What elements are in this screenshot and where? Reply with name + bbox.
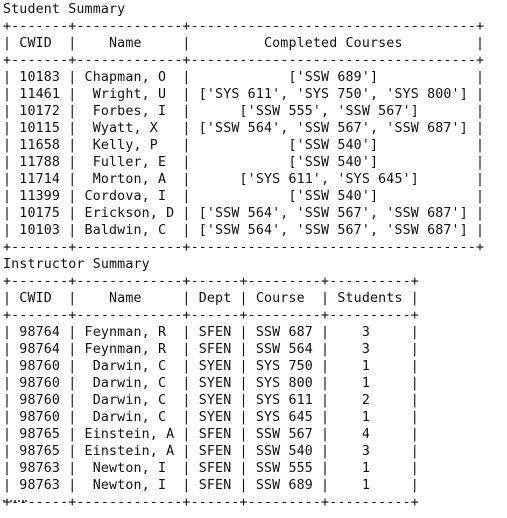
table-row: | 10172 | Forbes, I | ['SSW 555', 'SSW 5… xyxy=(3,104,485,119)
table-row: | 98760 | Darwin, C | SYEN | SYS 645 | 1… xyxy=(3,410,419,425)
student-summary-title: Student Summary xyxy=(3,2,126,17)
table-row: | 10115 | Wyatt, X | ['SSW 564', 'SSW 56… xyxy=(3,121,485,136)
table-row: | 98763 | Newton, I | SFEN | SSW 555 | 1… xyxy=(3,461,419,476)
student-header-row: | CWID | Name | Completed Courses | xyxy=(3,36,485,51)
instructor-border-bottom: +-------+-------------+------+---------+… xyxy=(3,495,419,510)
instructor-header-divider: +-------+-------------+------+---------+… xyxy=(3,308,419,323)
table-row: | 10183 | Chapman, O | ['SSW 689'] | xyxy=(3,70,485,85)
student-summary-table: +-------+-------------+-----------------… xyxy=(3,18,507,256)
student-border-top: +-------+-------------+-----------------… xyxy=(3,19,485,34)
table-row: | 98765 | Einstein, A | SFEN | SSW 540 |… xyxy=(3,444,419,459)
table-row: | 10175 | Erickson, D | ['SSW 564', 'SSW… xyxy=(3,206,485,221)
student-header-divider: +-------+-------------+-----------------… xyxy=(3,53,485,68)
table-row: | 98760 | Darwin, C | SYEN | SYS 611 | 2… xyxy=(3,393,419,408)
table-row: | 10103 | Baldwin, C | ['SSW 564', 'SSW … xyxy=(3,223,485,238)
student-border-bottom: +-------+-------------+-----------------… xyxy=(3,240,485,255)
table-row: | 11461 | Wright, U | ['SYS 611', 'SYS 7… xyxy=(3,87,485,102)
instructor-header-row: | CWID | Name | Dept | Course | Students… xyxy=(3,291,419,306)
instructor-summary-title: Instructor Summary xyxy=(3,257,150,272)
terminal-output: Student Summary +-------+-------------+-… xyxy=(3,1,507,511)
table-row: | 11658 | Kelly, P | ['SSW 540'] | xyxy=(3,138,485,153)
table-row: | 98764 | Feynman, R | SFEN | SSW 687 | … xyxy=(3,325,419,340)
instructor-summary-table: +-------+-------------+------+---------+… xyxy=(3,273,507,511)
table-row: | 98764 | Feynman, R | SFEN | SSW 564 | … xyxy=(3,342,419,357)
table-row: | 11714 | Morton, A | ['SYS 611', 'SYS 6… xyxy=(3,172,485,187)
table-row: | 98760 | Darwin, C | SYEN | SYS 750 | 1… xyxy=(3,359,419,374)
table-row: | 11788 | Fuller, E | ['SSW 540'] | xyxy=(3,155,485,170)
table-row: | 98763 | Newton, I | SFEN | SSW 689 | 1… xyxy=(3,478,419,493)
terminal-cursor xyxy=(3,500,27,504)
table-row: | 98760 | Darwin, C | SYEN | SYS 800 | 1… xyxy=(3,376,419,391)
instructor-border-top: +-------+-------------+------+---------+… xyxy=(3,274,419,289)
table-row: | 98765 | Einstein, A | SFEN | SSW 567 |… xyxy=(3,427,419,442)
table-row: | 11399 | Cordova, I | ['SSW 540'] | xyxy=(3,189,485,204)
